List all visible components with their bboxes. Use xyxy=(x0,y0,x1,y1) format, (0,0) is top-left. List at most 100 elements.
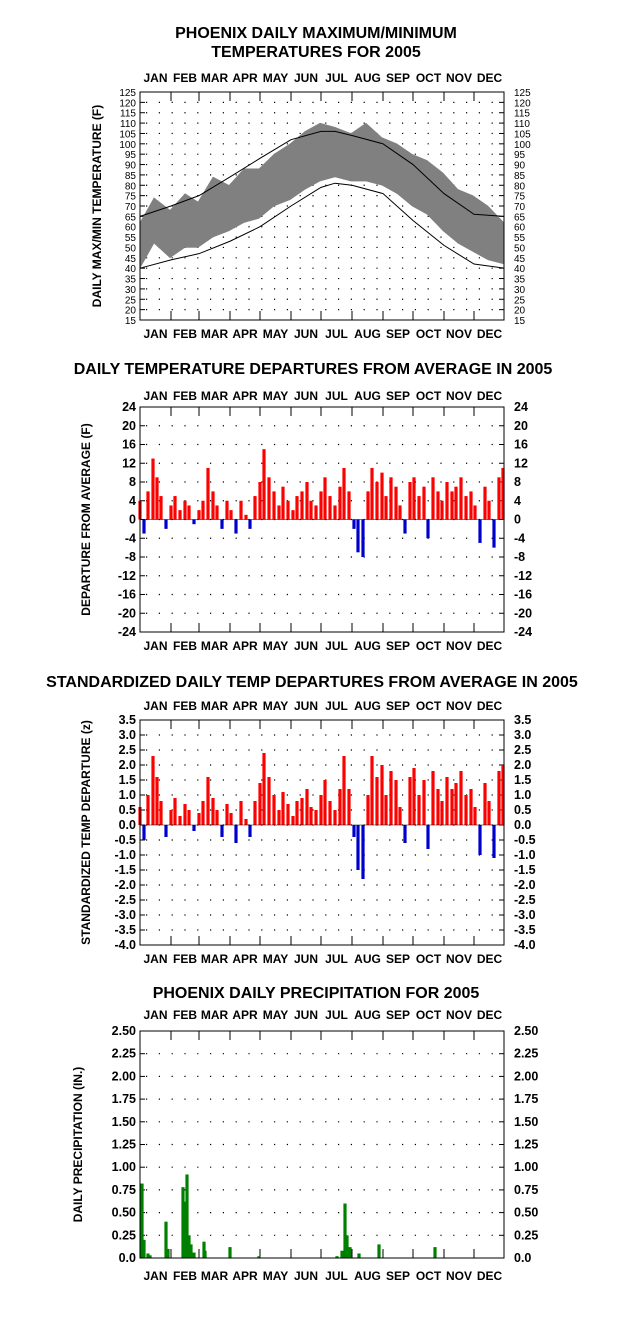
month-label-bottom: APR xyxy=(232,1269,258,1283)
month-label-bottom: NOV xyxy=(446,952,472,966)
y-tick-label-left: 115 xyxy=(120,109,136,120)
data-bar xyxy=(403,825,407,843)
y-tick-label-left: 30 xyxy=(125,285,137,296)
observed-range-band xyxy=(442,172,459,244)
y-tick-label-left: 40 xyxy=(125,264,137,275)
month-label-bottom: JUN xyxy=(294,952,318,966)
data-bar xyxy=(181,1187,185,1258)
observed-range-band xyxy=(396,143,413,207)
data-bar xyxy=(166,1248,170,1258)
data-bar xyxy=(408,777,412,825)
data-bar xyxy=(173,496,177,520)
month-label-bottom: NOV xyxy=(446,1269,472,1283)
y-tick-label-right: 40 xyxy=(514,264,526,275)
month-label-bottom: SEP xyxy=(386,327,410,341)
data-bar xyxy=(155,477,159,520)
data-bar xyxy=(234,825,238,843)
data-bar xyxy=(300,491,304,520)
data-bar xyxy=(335,1256,339,1258)
y-tick-label-left: -4.0 xyxy=(114,938,136,952)
data-bar xyxy=(187,810,191,825)
y-tick-label-left: 1.75 xyxy=(112,1092,136,1106)
data-bar xyxy=(348,1247,352,1258)
month-label-top: JUL xyxy=(325,71,348,85)
month-label-top: NOV xyxy=(446,71,472,85)
chart-title: DAILY TEMPERATURE DEPARTURES FROM AVERAG… xyxy=(74,361,553,378)
y-tick-label-right: -4.0 xyxy=(514,938,536,952)
data-bar xyxy=(187,1235,191,1258)
data-bar xyxy=(497,771,501,825)
y-tick-label-left: 2.00 xyxy=(112,1069,136,1083)
month-label-bottom: OCT xyxy=(416,952,442,966)
month-label-bottom: APR xyxy=(232,639,258,653)
data-bar xyxy=(408,482,412,520)
y-tick-label-right: 90 xyxy=(514,161,526,172)
data-bar xyxy=(142,1239,146,1258)
month-label-top: APR xyxy=(232,389,258,403)
data-bar xyxy=(211,798,215,825)
y-tick-label-right: -24 xyxy=(514,625,532,639)
data-bar xyxy=(483,486,487,520)
month-label-top: MAR xyxy=(201,389,229,403)
data-bar xyxy=(253,801,257,825)
month-label-top: FEB xyxy=(173,389,197,403)
plot-frame xyxy=(139,91,505,321)
observed-range-band xyxy=(289,130,306,201)
data-bar xyxy=(291,510,295,520)
data-bar xyxy=(309,807,313,825)
y-tick-label-left: 65 xyxy=(125,212,137,223)
month-label-bottom: MAR xyxy=(201,639,229,653)
y-tick-label-right: 0.0 xyxy=(514,818,531,832)
temperature-departure-chart: DAILY TEMPERATURE DEPARTURES FROM AVERAG… xyxy=(74,361,553,653)
month-label-top: AUG xyxy=(354,71,381,85)
y-tick-label-left: -24 xyxy=(118,625,136,639)
data-bar xyxy=(436,491,440,520)
observed-range-band xyxy=(487,205,505,265)
y-tick-label-right: 1.25 xyxy=(514,1138,538,1152)
data-bar xyxy=(146,795,150,825)
data-bar xyxy=(192,1252,196,1258)
data-bar xyxy=(340,1250,344,1258)
y-tick-label-right: 45 xyxy=(514,254,526,265)
data-bar xyxy=(206,467,210,520)
data-bar xyxy=(412,477,416,520)
observed-range-band xyxy=(350,122,367,182)
month-label-bottom: FEB xyxy=(173,327,197,341)
data-bar xyxy=(262,449,266,520)
data-bar xyxy=(431,771,435,825)
chart-title: PHOENIX DAILY MAXIMUM/MINIMUM xyxy=(175,25,457,42)
month-label-bottom: OCT xyxy=(416,639,442,653)
month-label-top: MAY xyxy=(263,389,289,403)
data-bar xyxy=(417,496,421,520)
y-tick-label-right: 15 xyxy=(514,316,526,327)
month-label-top: JUN xyxy=(294,71,318,85)
y-tick-label-left: -1.0 xyxy=(114,848,136,862)
month-label-top: DEC xyxy=(477,699,503,713)
y-tick-label-right: -12 xyxy=(514,569,532,583)
data-bar xyxy=(262,753,266,825)
data-bar xyxy=(384,496,388,520)
data-bar xyxy=(445,777,449,825)
data-bar xyxy=(342,756,346,825)
y-tick-label-left: -16 xyxy=(118,588,136,602)
data-bar xyxy=(314,810,318,825)
y-tick-label-right: 24 xyxy=(514,400,528,414)
month-label-bottom: APR xyxy=(232,327,258,341)
month-label-bottom: FEB xyxy=(173,952,197,966)
month-label-bottom: MAR xyxy=(201,952,229,966)
standardized-departure-chart: STANDARDIZED DAILY TEMP DEPARTURES FROM … xyxy=(46,674,578,966)
y-tick-label-left: 1.00 xyxy=(112,1160,136,1174)
data-bar xyxy=(501,467,505,520)
month-label-top: APR xyxy=(232,71,258,85)
data-bar xyxy=(244,514,248,520)
y-tick-label-left: 4 xyxy=(129,494,136,508)
month-label-top: SEP xyxy=(386,1008,410,1022)
y-tick-label-right: 125 xyxy=(514,88,531,99)
y-tick-label-left: 2.0 xyxy=(119,758,136,772)
data-bar xyxy=(356,825,360,870)
observed-range-band xyxy=(426,159,444,232)
month-label-top: DEC xyxy=(477,389,503,403)
month-label-top: JAN xyxy=(143,71,167,85)
data-bar xyxy=(361,825,365,879)
data-bar xyxy=(328,801,332,825)
